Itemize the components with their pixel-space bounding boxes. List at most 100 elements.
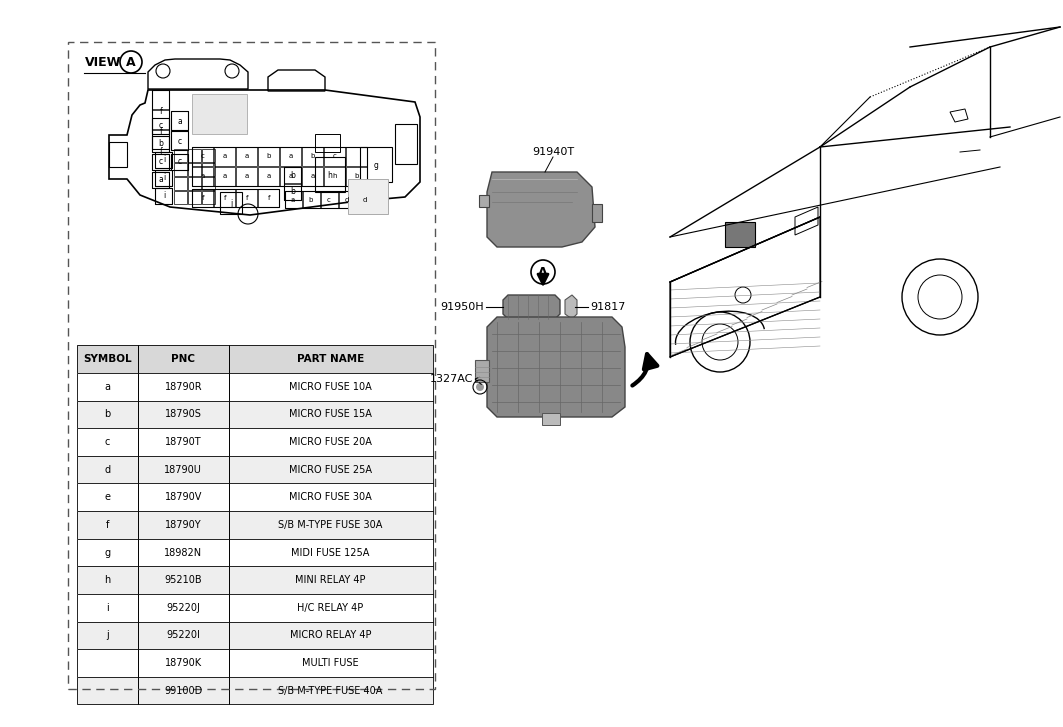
Bar [171,111,188,130]
Text: i: i [163,156,165,164]
Bar [77,373,433,401]
Bar [77,428,138,456]
Text: a: a [104,382,111,392]
Circle shape [476,383,484,391]
Text: f: f [159,106,163,116]
Bar [229,539,433,566]
Bar [360,147,392,182]
Bar [220,192,242,214]
Bar [171,131,188,150]
Text: b: b [267,153,271,159]
Text: SYMBOL: SYMBOL [83,354,132,364]
Bar [214,147,235,166]
Text: a: a [291,197,296,203]
Bar [324,167,345,186]
Text: d: d [362,197,367,203]
Bar [152,172,169,188]
Bar [77,594,433,622]
Bar [188,149,201,162]
Text: A: A [538,265,547,278]
Bar [77,677,138,704]
Text: a: a [223,153,227,159]
Bar [77,649,433,677]
Bar [258,189,279,207]
Bar [202,191,215,204]
Bar [138,649,229,677]
Bar [77,594,138,622]
Bar [138,401,229,428]
Bar [77,401,433,428]
Bar [280,147,301,166]
Text: c: c [327,197,331,203]
Text: 18982N: 18982N [165,547,202,558]
Bar [192,147,213,166]
Text: i: i [106,603,108,613]
Bar [188,191,201,204]
Bar [348,179,388,214]
Text: f: f [202,195,204,201]
Bar [138,594,229,622]
Bar [77,566,433,594]
Text: j: j [230,198,232,207]
Bar [77,345,433,373]
Bar [236,189,257,207]
Text: A: A [126,55,136,68]
Bar [229,401,433,428]
Bar [77,456,138,483]
Text: c: c [178,137,182,145]
Bar [229,345,433,373]
Bar [77,511,433,539]
Polygon shape [566,295,577,319]
Text: MINI RELAY 4P: MINI RELAY 4P [296,575,366,585]
Text: c: c [159,121,163,131]
Bar [152,130,169,149]
Bar [321,191,338,208]
Text: g: g [104,547,111,558]
Bar [229,677,433,704]
Bar [229,622,433,649]
Bar [174,149,187,162]
Text: 18790S: 18790S [165,409,202,419]
Bar [229,456,433,483]
Bar [109,142,126,167]
Bar [77,677,433,704]
Bar [302,147,323,166]
Bar [152,118,169,134]
Text: f: f [105,520,109,530]
Bar [345,147,367,166]
Bar [303,191,320,208]
Text: 95210B: 95210B [165,575,202,585]
Text: a: a [158,175,164,185]
Text: a: a [289,173,293,179]
Text: 18790T: 18790T [165,437,202,447]
Text: a: a [267,173,271,179]
Text: 91940T: 91940T [532,147,574,157]
Bar [285,191,374,208]
Bar [138,511,229,539]
Bar [725,222,755,247]
Text: h: h [327,171,333,180]
Text: MIDI FUSE 125A: MIDI FUSE 125A [291,547,370,558]
Bar [229,594,433,622]
Bar [229,649,433,677]
Text: a: a [244,153,249,159]
Text: c: c [159,158,163,166]
Bar [174,177,187,190]
Text: MICRO FUSE 10A: MICRO FUSE 10A [289,382,372,392]
Text: PNC: PNC [171,354,196,364]
Bar [77,456,433,483]
Text: b: b [104,409,111,419]
Bar [155,170,172,186]
Bar [152,154,169,170]
Bar [284,184,301,200]
Text: H/C RELAY 4P: H/C RELAY 4P [298,603,364,613]
Text: h: h [333,173,337,179]
Bar [229,373,433,401]
Bar [138,456,229,483]
Bar [188,177,201,190]
Bar [395,124,417,164]
Bar [202,177,215,190]
Bar [236,147,257,166]
Text: 18790U: 18790U [165,465,202,475]
Bar [152,110,169,129]
